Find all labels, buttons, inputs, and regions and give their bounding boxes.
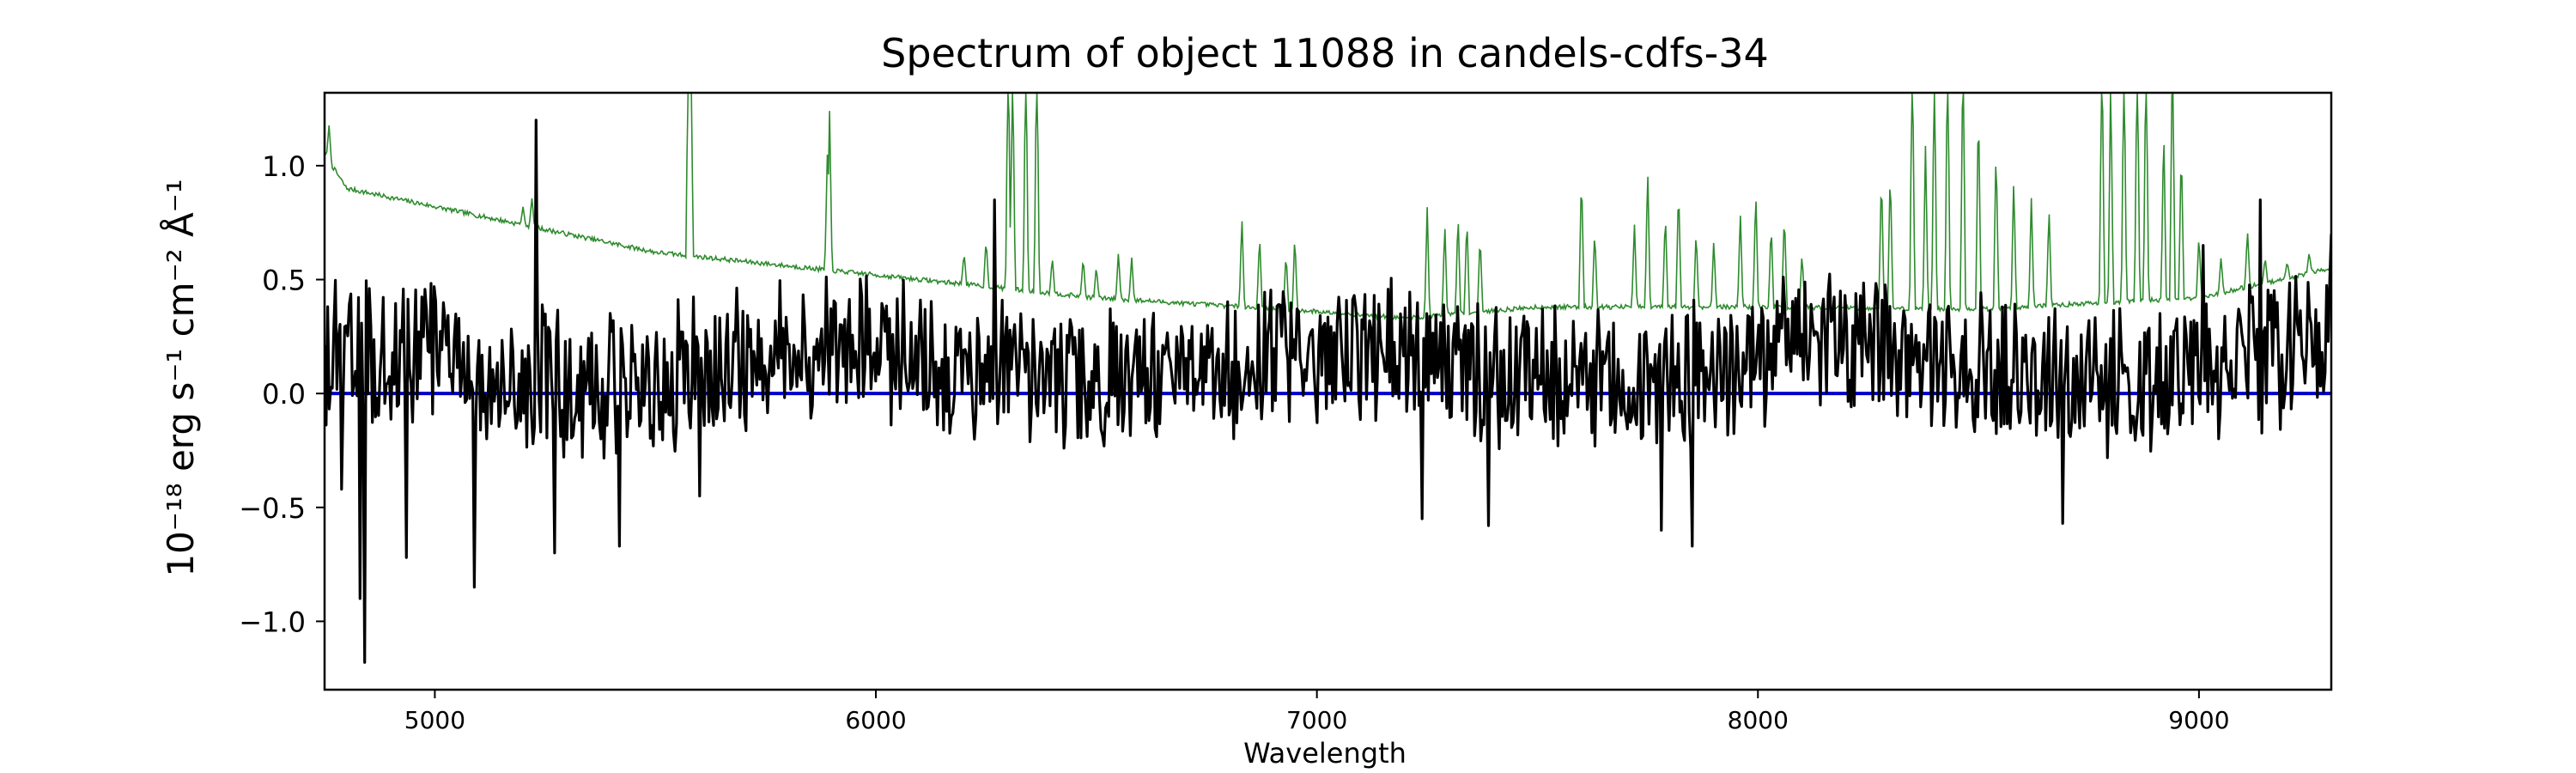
- y-tick-label: −0.5: [239, 492, 306, 525]
- plot-area: [325, 93, 2331, 664]
- x-tick-label: 8000: [1728, 706, 1789, 734]
- x-tick-label: 7000: [1286, 706, 1347, 734]
- x-tick-label: 5000: [404, 706, 465, 734]
- y-tick-label: 0.0: [262, 378, 306, 411]
- flux-series-line: [325, 119, 2331, 664]
- plot-frame: [323, 91, 2333, 691]
- chart-title: Spectrum of object 11088 in candels-cdfs…: [881, 30, 1769, 76]
- y-tick-label: 0.5: [262, 265, 306, 297]
- x-axis-label: Wavelength: [1243, 737, 1406, 770]
- y-tick-label: −1.0: [239, 606, 306, 638]
- y-tick-label: 1.0: [262, 150, 306, 183]
- y-axis-label: 10⁻¹⁸ erg s⁻¹ cm⁻² Å⁻¹: [159, 179, 202, 576]
- x-axis: 5000 6000 7000 8000 9000: [404, 690, 2230, 734]
- x-tick-label: 9000: [2168, 706, 2229, 734]
- noise-series-line: [325, 93, 2331, 321]
- x-tick-label: 6000: [845, 706, 906, 734]
- y-axis: −1.0 −0.5 0.0 0.5 1.0: [239, 150, 325, 638]
